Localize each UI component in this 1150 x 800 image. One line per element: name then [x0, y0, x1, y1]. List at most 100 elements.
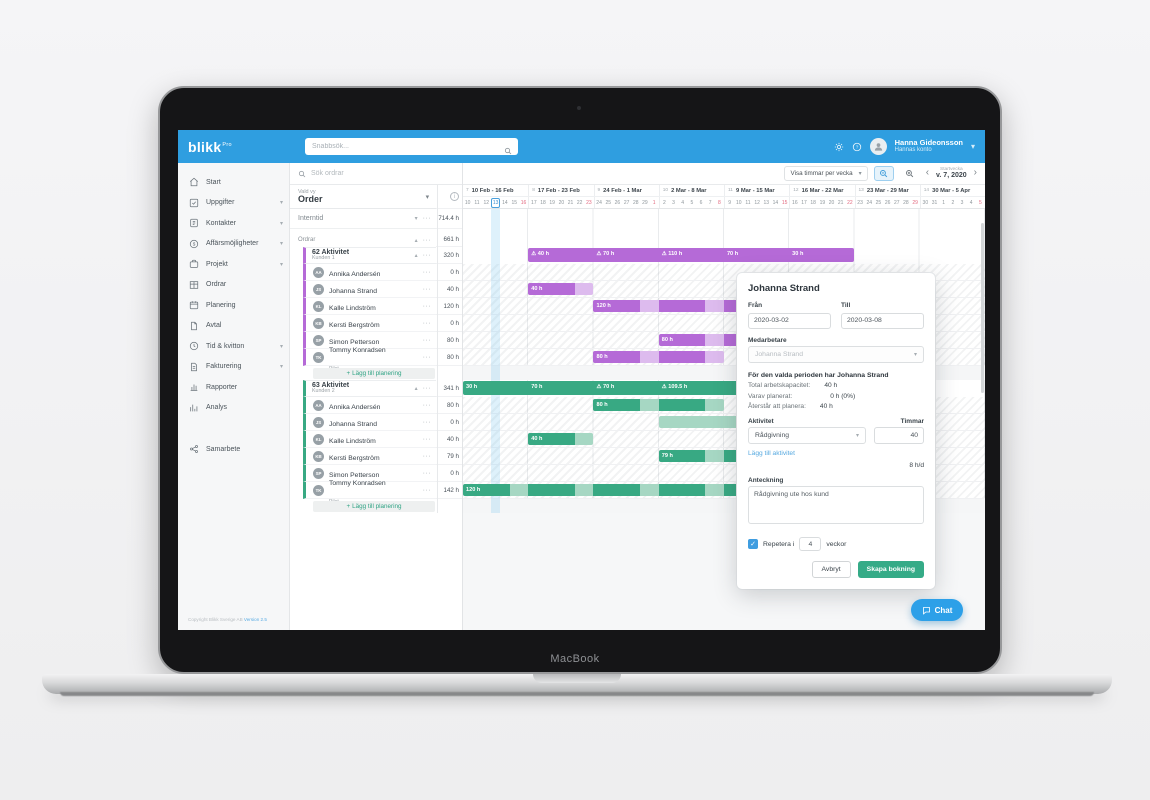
row-menu-icon[interactable]: ··· — [422, 469, 432, 477]
chevron-up-icon[interactable]: ▴ — [414, 253, 418, 259]
document-icon — [189, 321, 199, 331]
sidebar-item-clock[interactable]: Tid & kvitton ▾ — [178, 336, 289, 357]
vertical-scrollbar[interactable] — [981, 223, 984, 393]
hours-per-day: 8 h/d — [909, 462, 924, 469]
sidebar-item-invoice[interactable]: Fakturering ▾ — [178, 357, 289, 378]
booking-modal: Johanna Strand Från Till Medarbetare Joh… — [737, 273, 935, 589]
chevron-down-icon[interactable]: ▾ — [425, 193, 430, 201]
gantt-bar[interactable]: 40 h — [528, 433, 594, 445]
user-avatar[interactable] — [869, 138, 887, 155]
sidebar-item-calendar[interactable]: Planering — [178, 295, 289, 316]
gantt-summary-bar[interactable]: ⚠ 40 h ⚠ 70 h ⚠ 110 h 70 h 30 h — [528, 248, 855, 262]
member-row[interactable]: JS Johanna Strand ··· — [303, 414, 437, 431]
row-menu-icon[interactable]: ··· — [422, 336, 432, 344]
chat-button[interactable]: Chat — [911, 599, 963, 621]
search-icon — [504, 142, 512, 160]
sidebar-item-collaboration[interactable]: Samarbete — [178, 439, 289, 460]
row-menu-icon[interactable]: ··· — [422, 319, 432, 327]
repeat-weeks-input[interactable] — [799, 537, 822, 551]
gantt-bar[interactable]: 80 h — [593, 399, 724, 411]
row-menu-icon[interactable]: ··· — [422, 435, 432, 443]
chevron-up-icon[interactable]: ▴ — [414, 237, 418, 244]
interntid-row[interactable]: Interntid ▾ ··· — [290, 209, 437, 229]
sidebar-item-tasks[interactable]: Uppgifter ▾ — [178, 193, 289, 214]
view-mode-select[interactable]: Visa timmar per vecka ▾ — [784, 166, 868, 181]
member-row[interactable]: JS Johanna Strand ··· — [303, 281, 437, 298]
row-menu-icon[interactable]: ··· — [422, 486, 432, 494]
to-date-input[interactable] — [841, 312, 924, 329]
member-row[interactable]: TK Tommy KonradsenPilot ··· — [303, 347, 437, 372]
day-cell: 15 — [781, 199, 788, 206]
gantt-bar[interactable]: 40 h — [528, 283, 594, 295]
member-row[interactable]: AA Annika Andersén ··· — [303, 397, 437, 414]
help-icon[interactable]: ? — [852, 142, 862, 152]
orders-search[interactable]: Sök ordrar — [290, 163, 462, 185]
row-menu-icon[interactable]: ··· — [422, 385, 432, 392]
zoom-out-button[interactable] — [873, 166, 894, 181]
from-date-input[interactable] — [748, 312, 831, 329]
group-header-62[interactable]: 62 Aktivitet Kunden 1 ▴ ··· — [303, 247, 437, 264]
row-menu-icon[interactable]: ··· — [422, 401, 432, 409]
member-row[interactable]: KB Kersti Bergström ··· — [303, 315, 437, 332]
member-row[interactable]: SP Simon Petterson ··· — [303, 465, 437, 482]
activity-select[interactable]: Rådgivning ▾ — [748, 427, 866, 444]
info-icon[interactable]: i — [450, 192, 459, 201]
hours-input[interactable] — [874, 427, 924, 444]
row-menu-icon[interactable]: ··· — [422, 268, 432, 276]
row-menu-icon[interactable]: ··· — [422, 452, 432, 460]
avatar: JS — [313, 416, 324, 428]
row-menu-icon[interactable]: ··· — [422, 302, 432, 310]
row-menu-icon[interactable]: ··· — [422, 236, 432, 244]
group-hours: 320 h — [436, 247, 462, 264]
member-row[interactable]: AA Annika Andersén ··· — [303, 264, 437, 281]
day-cell: 16 — [792, 199, 798, 206]
sidebar-item-report[interactable]: Rapporter — [178, 377, 289, 398]
note-label: Anteckning — [748, 477, 784, 484]
sidebar-item-document[interactable]: Avtal — [178, 316, 289, 337]
search-icon — [298, 170, 306, 178]
app-screen: blikkPro ? Hanna Gideonsson Hannas konto… — [178, 130, 985, 630]
add-planning-button[interactable]: + Lägg till planering — [313, 500, 435, 512]
app-logo[interactable]: blikkPro — [188, 138, 232, 155]
sidebar-item-analytics[interactable]: Analys — [178, 398, 289, 419]
row-menu-icon[interactable]: ··· — [422, 215, 432, 222]
group-header-63[interactable]: 63 Aktivitet Kunden 2 ▴ ··· — [303, 380, 437, 397]
row-menu-icon[interactable]: ··· — [422, 252, 432, 259]
cancel-button[interactable]: Avbryt — [811, 561, 851, 578]
view-select[interactable]: Vald vy Order ▾ — [290, 185, 437, 209]
note-textarea[interactable]: Rådgivning ute hos kund — [748, 486, 924, 524]
row-menu-icon[interactable]: ··· — [422, 418, 432, 426]
add-activity-link[interactable]: Lägg till aktivitet — [748, 450, 795, 457]
row-menu-icon[interactable]: ··· — [422, 285, 432, 293]
chevron-down-icon[interactable]: ▾ — [970, 142, 975, 151]
user-menu[interactable]: Hanna Gideonsson Hannas konto — [895, 138, 963, 155]
row-menu-icon[interactable]: ··· — [422, 353, 432, 361]
sidebar-item-orders[interactable]: Ordrar — [178, 275, 289, 296]
next-week-button[interactable]: › — [973, 167, 977, 179]
zoom-in-button[interactable] — [900, 166, 920, 181]
member-row[interactable]: KB Kersti Bergström ··· — [303, 448, 437, 465]
global-search-input[interactable] — [305, 138, 518, 155]
repeat-checkbox[interactable]: ✓ — [748, 539, 758, 549]
create-booking-button[interactable]: Skapa bokning — [857, 561, 924, 578]
bar-label: 70 h — [531, 383, 543, 390]
copyright: Copyright Blikk Sverige AB Version 2.5 — [188, 617, 267, 622]
sidebar-item-briefcase[interactable]: Projekt ▾ — [178, 254, 289, 275]
version-link[interactable]: Version 2.5 — [243, 617, 267, 622]
repeat-label: Repetera i — [763, 540, 795, 548]
sidebar-item-home[interactable]: Start — [178, 172, 289, 193]
member-row[interactable]: KL Kalle Lindström ··· — [303, 298, 437, 315]
prev-week-button[interactable]: ‹ — [925, 167, 930, 179]
chevron-up-icon[interactable]: ▴ — [414, 386, 418, 392]
sidebar-item-contacts[interactable]: Kontakter ▾ — [178, 213, 289, 234]
ordrar-row[interactable]: Ordrar ▴ ··· — [290, 233, 436, 247]
add-planning-button[interactable]: + Lägg till planering — [313, 367, 435, 379]
member-row[interactable]: TK Tommy KonradsenPilot ··· — [303, 480, 437, 505]
member-row[interactable]: SP Simon Petterson ··· — [303, 332, 437, 349]
chevron-down-icon[interactable]: ▾ — [414, 216, 418, 222]
gantt-row-ordrar — [463, 233, 985, 247]
sidebar-item-dollar[interactable]: $ Affärsmöjligheter ▾ — [178, 234, 289, 255]
member-row[interactable]: KL Kalle Lindström ··· — [303, 431, 437, 448]
gear-icon[interactable] — [834, 142, 844, 152]
gantt-bar[interactable]: 80 h — [593, 351, 724, 363]
